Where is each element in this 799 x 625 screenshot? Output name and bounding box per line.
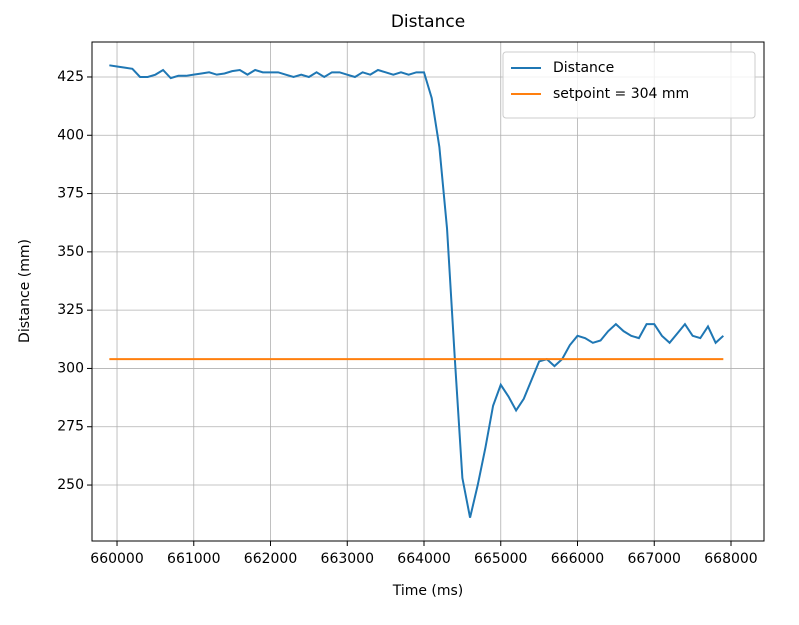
x-tick-label: 662000 [244, 551, 297, 567]
y-tick-label: 275 [57, 419, 84, 435]
legend-box [502, 51, 756, 119]
legend-label: Distance [553, 60, 614, 76]
y-tick-label: 350 [57, 244, 84, 260]
x-tick-label: 663000 [321, 551, 374, 567]
x-tick-label: 660000 [90, 551, 143, 567]
x-tick-label: 665000 [474, 551, 527, 567]
x-tick-label: 668000 [704, 551, 757, 567]
x-axis-label: Time (ms) [392, 583, 464, 599]
y-axis-label: Distance (mm) [17, 239, 33, 343]
y-tick-label: 375 [57, 186, 84, 202]
y-tick-label: 325 [57, 302, 84, 318]
y-tick-label: 300 [57, 360, 84, 376]
legend-label: setpoint = 304 mm [553, 86, 689, 102]
x-tick-label: 666000 [551, 551, 604, 567]
y-tick-label: 400 [57, 127, 84, 143]
y-tick-label: 250 [57, 477, 84, 493]
x-tick-label: 667000 [628, 551, 681, 567]
chart-title: Distance [391, 12, 465, 32]
plot-frame [91, 41, 765, 542]
data-line [109, 64, 724, 518]
y-tick-label: 425 [57, 69, 84, 85]
x-tick-label: 661000 [167, 551, 220, 567]
x-tick-label: 664000 [397, 551, 450, 567]
